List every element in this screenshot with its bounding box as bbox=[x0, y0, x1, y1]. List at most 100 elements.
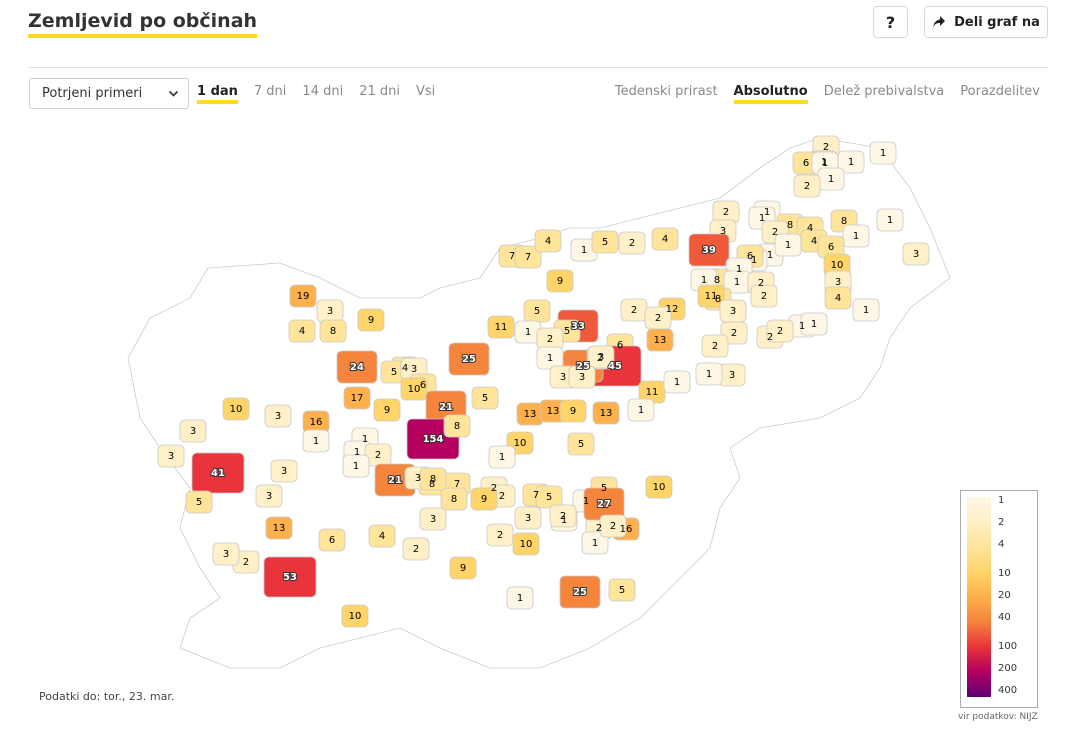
municipality-region[interactable] bbox=[373, 398, 401, 422]
municipality-region[interactable] bbox=[342, 454, 370, 478]
municipality-region[interactable] bbox=[514, 506, 542, 530]
municipality-region[interactable] bbox=[341, 604, 369, 628]
municipality-region[interactable] bbox=[402, 537, 430, 561]
municipality-region[interactable] bbox=[793, 174, 821, 198]
municipality-region[interactable] bbox=[535, 485, 563, 509]
municipality-value-label: 2 bbox=[375, 450, 381, 461]
share-arrow-icon bbox=[933, 16, 946, 28]
tab-delez-prebivalstva[interactable]: Delež prebivalstva bbox=[823, 84, 945, 99]
municipality-region[interactable] bbox=[581, 531, 609, 555]
municipality-value-label: 1 bbox=[751, 255, 757, 266]
municipality-region[interactable] bbox=[448, 342, 490, 376]
municipality-region[interactable] bbox=[400, 377, 428, 401]
share-button[interactable]: Deli graf na bbox=[924, 6, 1048, 38]
municipality-region[interactable] bbox=[289, 284, 317, 308]
municipality-region[interactable] bbox=[319, 319, 347, 343]
help-button[interactable]: ? bbox=[873, 6, 908, 38]
municipality-region[interactable] bbox=[191, 452, 245, 494]
municipality-region[interactable] bbox=[663, 370, 691, 394]
municipality-region[interactable] bbox=[488, 445, 516, 469]
municipality-region[interactable] bbox=[506, 586, 534, 610]
municipality-region[interactable] bbox=[157, 444, 185, 468]
municipality-value-label: 1 bbox=[759, 213, 765, 224]
legend-label-100: 100 bbox=[998, 641, 1018, 652]
municipality-value-label: 21 bbox=[388, 475, 402, 486]
municipality-region[interactable] bbox=[592, 401, 620, 425]
tab-vsi[interactable]: Vsi bbox=[415, 84, 436, 99]
tab-porazdelitev[interactable]: Porazdelitev bbox=[960, 84, 1040, 99]
municipality-region[interactable] bbox=[645, 475, 673, 499]
municipality-region[interactable] bbox=[774, 233, 802, 257]
tab-7-dni[interactable]: 7 dni bbox=[253, 84, 287, 99]
range-tabs: 1 dan 7 dni 14 dni 21 dni Vsi bbox=[197, 84, 451, 104]
tab-absolutno[interactable]: Absolutno bbox=[733, 84, 808, 104]
municipality-region[interactable] bbox=[852, 298, 880, 322]
municipality-region[interactable] bbox=[697, 284, 725, 308]
municipality-region[interactable] bbox=[264, 404, 292, 428]
municipality-region[interactable] bbox=[546, 269, 574, 293]
municipality-region[interactable] bbox=[440, 487, 468, 511]
municipality-region[interactable] bbox=[185, 490, 213, 514]
municipality-region[interactable] bbox=[449, 556, 477, 580]
municipality-region[interactable] bbox=[766, 319, 794, 343]
municipality-region[interactable] bbox=[443, 414, 471, 438]
municipality-region[interactable] bbox=[255, 484, 283, 508]
municipality-value-label: 4 bbox=[807, 223, 813, 234]
municipality-region[interactable] bbox=[179, 419, 207, 443]
municipality-region[interactable] bbox=[470, 487, 498, 511]
municipality-region[interactable] bbox=[869, 141, 897, 165]
municipality-region[interactable] bbox=[368, 524, 396, 548]
municipality-region[interactable] bbox=[512, 532, 540, 556]
municipality-region[interactable] bbox=[318, 528, 346, 552]
municipality-region[interactable] bbox=[568, 365, 596, 389]
municipality-region[interactable] bbox=[263, 556, 317, 598]
municipality-region[interactable] bbox=[357, 308, 385, 332]
municipality-value-label: 2 bbox=[497, 530, 503, 541]
municipality-region[interactable] bbox=[688, 233, 730, 267]
municipality-region[interactable] bbox=[222, 397, 250, 421]
municipality-region[interactable] bbox=[876, 208, 904, 232]
municipality-region[interactable] bbox=[695, 362, 723, 386]
tab-14-dni[interactable]: 14 dni bbox=[302, 84, 344, 99]
municipality-region[interactable] bbox=[343, 386, 371, 410]
municipality-region[interactable] bbox=[627, 398, 655, 422]
municipality-region[interactable] bbox=[750, 284, 778, 308]
municipality-value-label: 1 bbox=[561, 515, 567, 526]
municipality-region[interactable] bbox=[212, 542, 240, 566]
municipality-region[interactable] bbox=[549, 504, 577, 528]
municipality-region[interactable] bbox=[302, 429, 330, 453]
municipality-region[interactable] bbox=[265, 516, 293, 540]
municipality-region[interactable] bbox=[701, 334, 729, 358]
municipality-region[interactable] bbox=[646, 328, 674, 352]
municipality-region[interactable] bbox=[559, 575, 601, 609]
municipality-region[interactable] bbox=[487, 315, 515, 339]
municipality-region[interactable] bbox=[599, 514, 627, 538]
tab-21-dni[interactable]: 21 dni bbox=[359, 84, 400, 99]
municipality-region[interactable] bbox=[514, 245, 542, 269]
municipality-region[interactable] bbox=[824, 286, 852, 310]
municipality-region[interactable] bbox=[534, 229, 562, 253]
municipality-region[interactable] bbox=[651, 227, 679, 251]
tab-1-dan[interactable]: 1 dan bbox=[197, 84, 238, 104]
municipality-region[interactable] bbox=[587, 345, 615, 369]
municipality-region[interactable] bbox=[591, 230, 619, 254]
metric-select[interactable]: Potrjeni primeri bbox=[29, 78, 189, 109]
municipality-region[interactable] bbox=[270, 459, 298, 483]
municipality-region[interactable] bbox=[902, 242, 930, 266]
municipality-region[interactable] bbox=[559, 399, 587, 423]
municipality-region[interactable] bbox=[567, 432, 595, 456]
municipality-value-label: 5 bbox=[482, 393, 488, 404]
tab-tedenski-prirast[interactable]: Tedenski prirast bbox=[614, 84, 718, 99]
municipality-value-label: 5 bbox=[619, 585, 625, 596]
municipality-region[interactable] bbox=[336, 350, 378, 384]
municipality-region[interactable] bbox=[471, 386, 499, 410]
municipality-region[interactable] bbox=[800, 312, 828, 336]
municipality-region[interactable] bbox=[419, 507, 447, 531]
municipality-region[interactable] bbox=[608, 578, 636, 602]
municipality-region[interactable] bbox=[842, 224, 870, 248]
municipality-region[interactable] bbox=[618, 231, 646, 255]
municipality-region[interactable] bbox=[419, 467, 447, 491]
municipality-region[interactable] bbox=[288, 319, 316, 343]
municipality-region[interactable] bbox=[486, 523, 514, 547]
